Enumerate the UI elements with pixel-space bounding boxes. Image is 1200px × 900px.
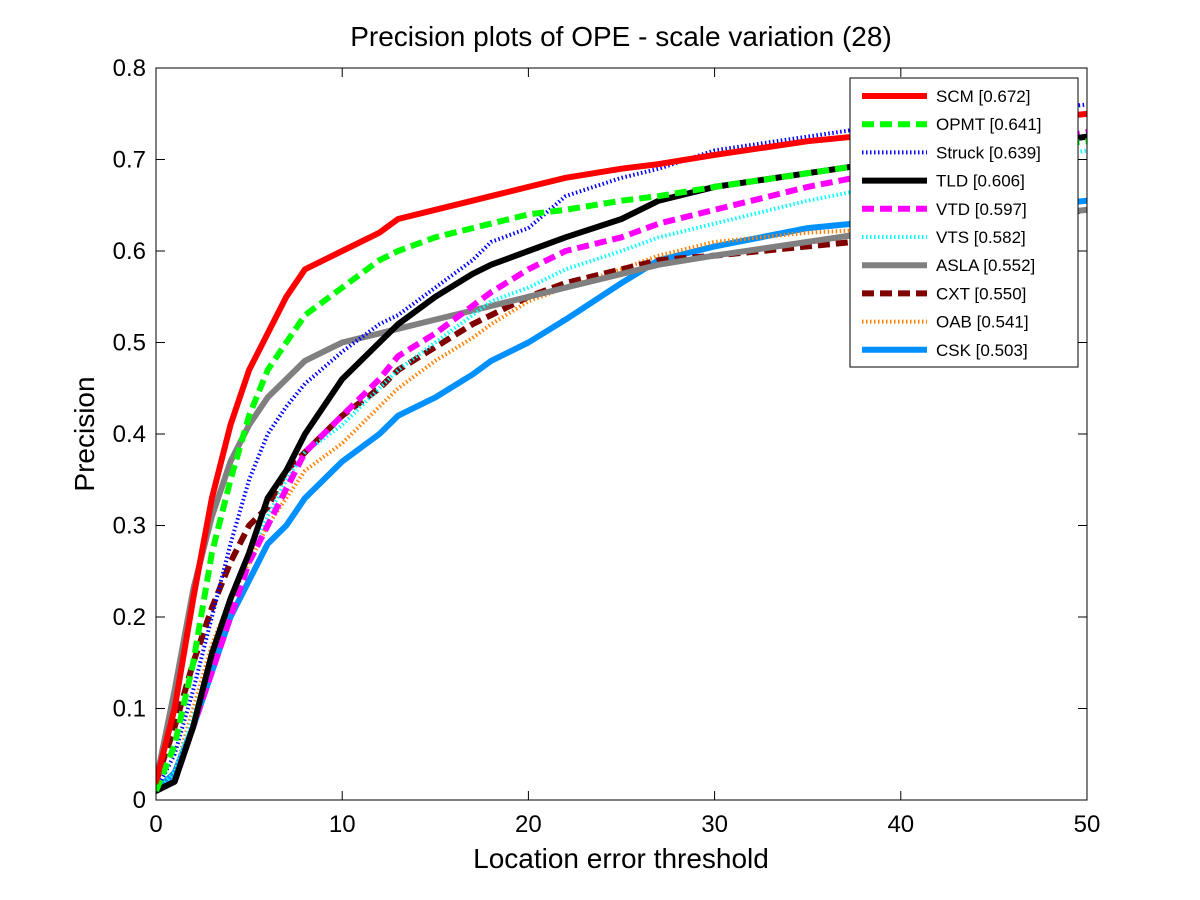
legend: SCM [0.672] OPMT [0.641] Struck [0.639] TLD… [849,77,1079,368]
legend-label: OPMT [0.641] [936,115,1042,134]
x-tick-label: 30 [701,811,728,838]
x-tick-label: 20 [515,811,542,838]
y-tick-label: 0.6 [113,238,146,265]
y-tick-label: 0.8 [113,55,146,82]
y-tick-label: 0.2 [113,604,146,631]
series-line-asla [156,206,1087,785]
legend-label: CXT [0.550] [936,284,1026,303]
legend-label: VTD [0.597] [936,200,1027,219]
series-line-scm [156,110,1087,785]
legend-label: CSK [0.503] [936,341,1028,360]
chart-title: Precision plots of OPE - scale variation… [350,21,892,52]
x-tick-label: 50 [1074,811,1101,838]
series-line-struck [156,102,1087,792]
y-tick-label: 0.4 [113,421,146,448]
x-tick-label: 0 [149,811,162,838]
legend-label: OAB [0.541] [936,313,1029,332]
series-layer [156,102,1087,794]
y-tick-label: 0.3 [113,513,146,540]
ticks-layer: 0 10 20 30 40 50 0 0.1 0.2 0.3 0.4 0.5 0.6 0.7 0.8 [113,55,1101,838]
y-tick-label: 0 [133,787,146,814]
series-line-vts [156,148,1087,793]
x-axis-label: Location error threshold [473,843,769,874]
y-axis-label: Precision [69,376,100,491]
legend-label: VTS [0.582] [936,228,1026,247]
series-line-vtd [156,129,1087,794]
legend-label: Struck [0.639] [936,143,1041,162]
x-tick-label: 40 [887,811,914,838]
legend-label: SCM [0.672] [936,87,1031,106]
y-tick-label: 0.5 [113,330,146,357]
x-tick-label: 10 [329,811,356,838]
legend-label: TLD [0.606] [936,172,1025,191]
series-line-opmt [156,138,1087,793]
legend-label: ASLA [0.552] [936,256,1035,275]
y-tick-label: 0.7 [113,147,146,174]
y-tick-label: 0.1 [113,696,146,723]
